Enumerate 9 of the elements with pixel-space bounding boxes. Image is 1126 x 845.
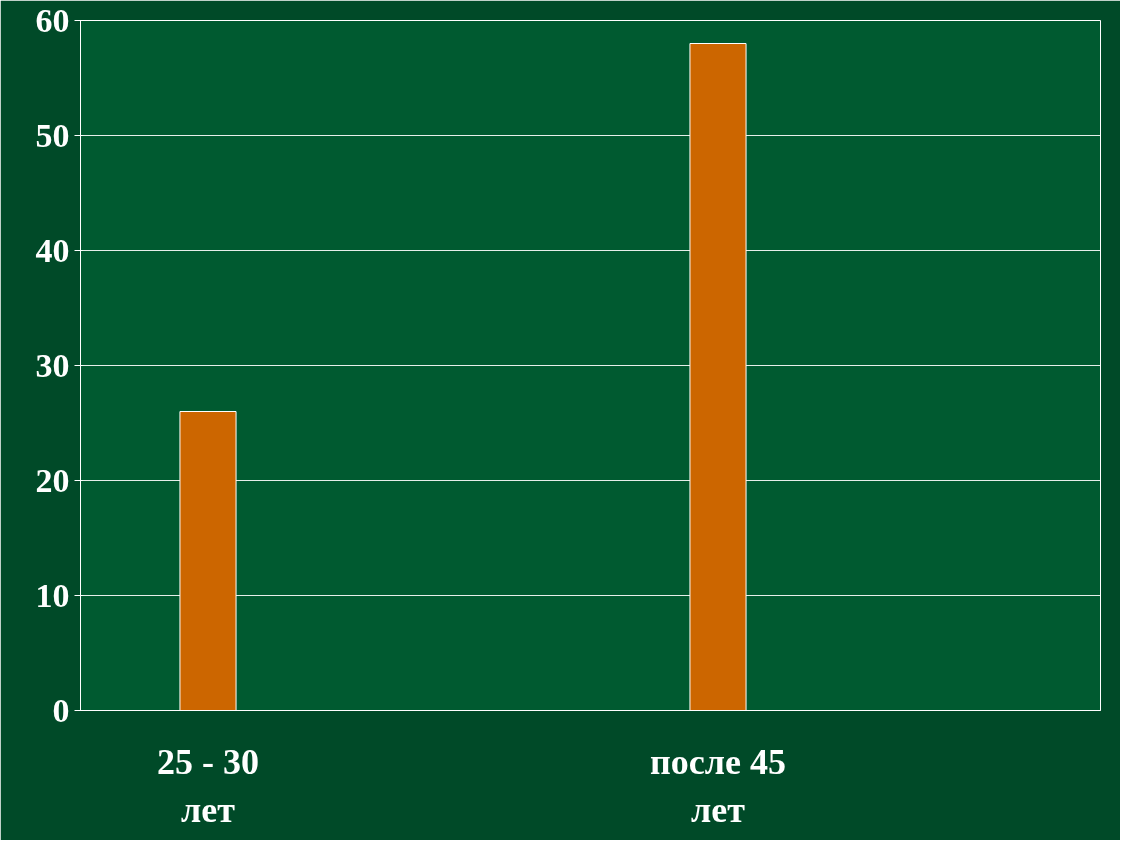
y-tick-label: 20 <box>35 461 70 499</box>
x-tick-label: 25 - 30 лет <box>157 741 260 830</box>
y-tick-label: 0 <box>52 691 70 729</box>
y-tick-label: 50 <box>35 116 70 154</box>
y-tick-label: 40 <box>35 231 70 269</box>
y-tick-label: 30 <box>35 346 70 384</box>
x-tick-label: после 45 лет <box>650 741 786 830</box>
y-tick-label: 10 <box>35 576 70 614</box>
y-tick-label: 60 <box>35 1 70 39</box>
